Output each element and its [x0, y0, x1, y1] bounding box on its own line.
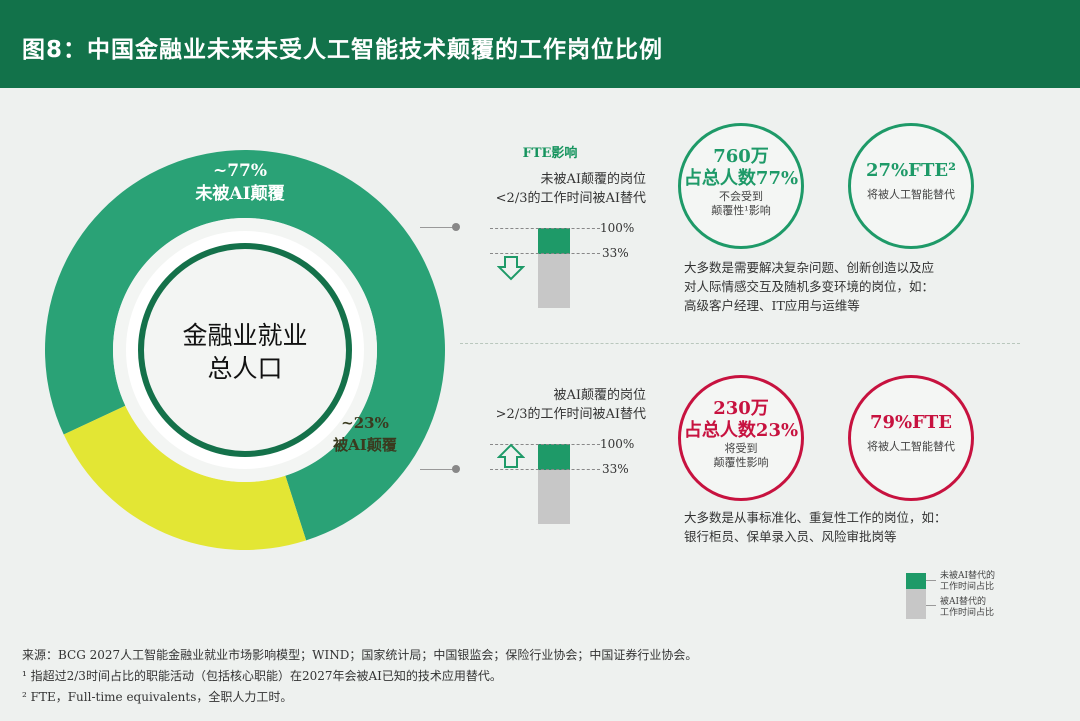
fte-heading: FTE影响 — [522, 146, 578, 161]
connector-line-bottom — [420, 469, 456, 470]
legend-leader-replaced — [926, 605, 936, 606]
legend-swatch-retained — [906, 573, 926, 589]
stat-retained-share: 占总人数77% — [683, 168, 799, 189]
arrow-down-icon — [497, 256, 525, 281]
fte-top-bar-retained — [538, 228, 570, 254]
stat-circle-disrupted-jobs: 230万 占总人数23% 将受到 颠覆性影响 — [678, 375, 804, 501]
stat-retained-count: 760万 — [713, 146, 769, 167]
slice-value-not-disrupted: ~77% — [212, 161, 268, 181]
donut-slice-disrupted — [63, 405, 307, 550]
fte-top-description: 未被AI颠覆的岗位 <2/3的工作时间被AI替代 — [420, 170, 646, 208]
legend-swatch-replaced — [906, 589, 926, 619]
stat-retained-note1: 不会受到 — [719, 190, 763, 203]
fte-top-dash-100 — [490, 228, 600, 229]
donut-center-label: 金融业就业 总人口 — [150, 319, 340, 385]
stat-disrupted-fte-note: 将被人工智能替代 — [867, 440, 955, 453]
fte-bottom-bar-retained — [538, 444, 570, 470]
legend-retained-line1: 未被AI替代的 — [940, 571, 996, 581]
footer-note-2: ² FTE，Full-time equivalents，全职人力工时。 — [22, 690, 293, 704]
stat-disrupted-fte: 79%FTE — [869, 412, 953, 433]
fte-top-pct-33: 33% — [602, 246, 629, 260]
fte-bottom-pct-33: 33% — [602, 462, 629, 476]
legend-label-replaced: 被AI替代的 工作时间占比 — [940, 597, 994, 619]
fte-top-dash-33 — [490, 253, 600, 254]
stat-disrupted-share: 占总人数23% — [683, 420, 799, 441]
fte-bottom-dash-33 — [490, 469, 600, 470]
fte-bottom-dash-100 — [490, 444, 600, 445]
fte-top-pct-100: 100% — [600, 221, 635, 235]
slice-label-disrupted: ~23% 被AI颠覆 — [315, 412, 415, 456]
note-retained-examples: 大多数是需要解决复杂问题、创新创造以及应 对人际情感交互及随机多变环境的岗位，如… — [684, 258, 934, 315]
stat-circle-retained-fte: 27%FTE² 将被人工智能替代 — [848, 123, 974, 249]
stat-disrupted-note2: 颠覆性影响 — [713, 456, 769, 469]
stat-disrupted-note1: 将受到 — [724, 442, 758, 455]
donut-chart: 金融业就业 总人口 ~77% 未被AI颠覆 ~23% 被AI颠覆 — [0, 88, 480, 628]
connector-dot-top — [452, 223, 460, 231]
note-disrupted-line1: 大多数是从事标准化、重复性工作的岗位，如： — [684, 510, 947, 525]
header-bar: 图8：中国金融业未来未受人工智能技术颠覆的工作岗位比例 — [0, 0, 1080, 88]
slice-name-disrupted: 被AI颠覆 — [333, 436, 397, 454]
note-retained-line3: 高级客户经理、IT应用与运维等 — [684, 298, 860, 313]
inner-ring-green — [138, 243, 352, 457]
center-label-line1: 金融业就业 — [182, 321, 308, 350]
inner-ring-white — [126, 231, 364, 469]
fte-bottom-desc-line2: >2/3的工作时间被AI替代 — [495, 407, 646, 422]
page-title: 图8：中国金融业未来未受人工智能技术颠覆的工作岗位比例 — [22, 37, 664, 63]
fte-bottom-description: 被AI颠覆的岗位 >2/3的工作时间被AI替代 — [420, 386, 646, 424]
footer-source: 来源：BCG 2027人工智能金融业就业市场影响模型；WIND；国家统计局；中国… — [22, 648, 698, 662]
connector-dot-bottom — [452, 465, 460, 473]
donut-slices — [45, 149, 446, 550]
note-retained-line1: 大多数是需要解决复杂问题、创新创造以及应 — [684, 260, 935, 275]
stat-circle-retained-jobs: 760万 占总人数77% 不会受到 颠覆性¹影响 — [678, 123, 804, 249]
note-disrupted-line2: 银行柜员、保单录入员、风险审批岗等 — [684, 529, 897, 544]
slice-value-disrupted: ~23% — [341, 414, 389, 432]
fte-top-desc-line1: 未被AI颠覆的岗位 — [540, 172, 646, 187]
donut-slice-not-disrupted — [45, 149, 446, 541]
donut-hole — [113, 218, 377, 482]
stat-retained-note2: 颠覆性¹影响 — [711, 204, 771, 217]
legend-retained-line2: 工作时间占比 — [940, 582, 995, 592]
center-label-line2: 总人口 — [207, 354, 283, 383]
slice-label-not-disrupted: ~77% 未被AI颠覆 — [170, 160, 310, 206]
donut-svg — [45, 149, 446, 550]
fte-top-desc-line2: <2/3的工作时间被AI替代 — [495, 191, 646, 206]
note-disrupted-examples: 大多数是从事标准化、重复性工作的岗位，如： 银行柜员、保单录入员、风险审批岗等 — [684, 508, 947, 546]
note-retained-line2: 对人际情感交互及随机多变环境的岗位，如： — [684, 279, 935, 294]
legend-replaced-line2: 工作时间占比 — [940, 608, 995, 618]
stat-circle-disrupted-fte: 79%FTE 将被人工智能替代 — [848, 375, 974, 501]
slice-name-not-disrupted: 未被AI颠覆 — [195, 184, 285, 204]
stat-retained-fte: 27%FTE² — [866, 160, 956, 181]
footer-note-1: ¹ 指超过2/3时间占比的职能活动（包括核心职能）在2027年会被AI已知的技术… — [22, 669, 502, 683]
connector-line-top — [420, 227, 456, 228]
fte-bottom-pct-100: 100% — [600, 437, 635, 451]
stat-retained-fte-note: 将被人工智能替代 — [867, 188, 955, 201]
section-divider — [460, 343, 1020, 344]
fte-top-bar-replaced — [538, 254, 570, 308]
legend-label-retained: 未被AI替代的 工作时间占比 — [940, 571, 995, 593]
arrow-up-icon — [497, 443, 525, 468]
fte-bottom-bar-replaced — [538, 470, 570, 524]
stat-disrupted-count: 230万 — [713, 398, 769, 419]
legend-leader-retained — [926, 580, 936, 581]
legend-replaced-line1: 被AI替代的 — [940, 597, 987, 607]
fte-bottom-desc-line1: 被AI颠覆的岗位 — [553, 388, 646, 403]
